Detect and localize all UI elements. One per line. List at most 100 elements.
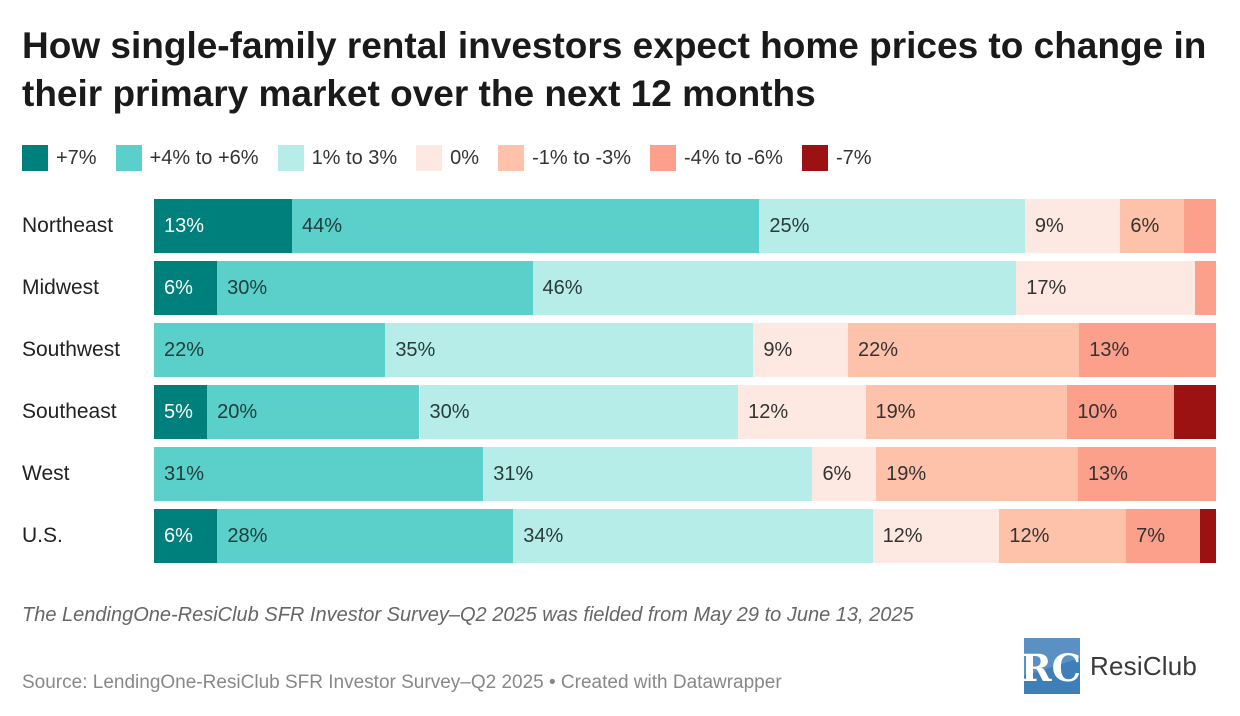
bar-segment-midwest-4-to-6 xyxy=(1194,261,1216,315)
bar-segment-southwest-1-to-3: 22% xyxy=(847,323,1080,377)
data-label: 5% xyxy=(164,401,193,423)
legend-item-1-to-3: -1% to -3% xyxy=(498,145,631,171)
bar-segment-southwest-1-to-3: 35% xyxy=(385,323,754,377)
resiclub-logo-mark-icon: RC xyxy=(1024,638,1080,694)
legend-label: 1% to 3% xyxy=(311,146,398,169)
data-label: 20% xyxy=(217,401,258,423)
chart-title: How single-family rental investors expec… xyxy=(22,25,1207,114)
bar-segment-southeast-4-to-6: 10% xyxy=(1067,385,1174,439)
bar-segment-west-1-to-3: 19% xyxy=(876,447,1078,501)
bar-segment-southeast-7: 5% xyxy=(154,385,208,439)
data-label: 6% xyxy=(164,277,193,299)
data-label: 25% xyxy=(769,215,810,237)
data-label: 10% xyxy=(1077,401,1118,423)
data-label: 31% xyxy=(164,463,205,485)
bar-row-west: 31% 31% 6% 19% 13% xyxy=(154,447,1216,501)
survey-note: The LendingOne-ResiClub SFR Investor Sur… xyxy=(22,604,914,626)
bar-segment-west-0: 6% xyxy=(812,447,877,501)
bar-row-midwest: 6% 30% 46% 17% xyxy=(154,261,1216,315)
bar-segment-west-1-to-3: 31% xyxy=(483,447,813,501)
logo-mark-text: RC xyxy=(1024,646,1080,690)
legend-item-7: -7% xyxy=(801,145,872,171)
bar-segment-southeast-4-to-6: 20% xyxy=(207,385,420,439)
data-label: 13% xyxy=(1089,339,1130,361)
bar-segment-southwest-0: 9% xyxy=(753,323,848,377)
bar-segment-u-s-0: 12% xyxy=(872,509,1000,563)
data-label: 44% xyxy=(302,215,343,237)
legend-label: +7% xyxy=(56,146,97,169)
bar-segment-northeast-4-to-6 xyxy=(1184,199,1216,253)
data-label: 12% xyxy=(882,525,923,547)
legend-label: +4% to +6% xyxy=(149,146,259,169)
bar-segment-west-4-to-6: 31% xyxy=(154,447,484,501)
legend-swatch xyxy=(801,145,828,171)
bar-segment-northeast-1-to-3: 25% xyxy=(759,199,1025,253)
legend-item-1-to-3: 1% to 3% xyxy=(277,145,398,171)
legend-item-0: 0% xyxy=(416,145,479,171)
stacked-bar-chart: Northeast 13% 44% 25% 9% 6% Midwest 6% 30% 46% 17%… xyxy=(0,190,1240,580)
bar-row-u-s: 6% 28% 34% 12% 12% 7% xyxy=(154,509,1216,563)
data-label: 22% xyxy=(164,339,205,361)
data-label: 9% xyxy=(1034,215,1064,237)
resiclub-logo[interactable]: RC ResiClub xyxy=(1024,638,1197,694)
legend-label: 0% xyxy=(450,146,480,169)
logo-brand-text: ResiClub xyxy=(1090,650,1198,681)
row-label-midwest: Midwest xyxy=(22,276,100,299)
data-label: 22% xyxy=(857,339,898,361)
legend-item-7: +7% xyxy=(22,145,97,171)
legend-swatch xyxy=(22,145,48,171)
bar-segment-midwest-0: 17% xyxy=(1016,261,1195,315)
legend-swatch xyxy=(277,145,304,171)
bar-row-northeast: 13% 44% 25% 9% 6% xyxy=(154,199,1216,253)
data-label: 13% xyxy=(164,215,205,237)
bar-segment-midwest-7: 6% xyxy=(154,261,218,315)
row-label-northeast: Northeast xyxy=(22,214,114,237)
legend-swatch xyxy=(498,145,525,171)
bar-segment-u-s-4-to-6: 28% xyxy=(217,509,514,563)
data-label: 9% xyxy=(763,339,793,361)
bar-segment-northeast-4-to-6: 44% xyxy=(292,199,760,253)
data-label: 6% xyxy=(822,463,852,485)
data-label: 19% xyxy=(886,463,927,485)
data-label: 13% xyxy=(1087,463,1128,485)
legend-swatch xyxy=(650,145,677,171)
legend-item-4-to-6: -4% to -6% xyxy=(650,145,783,171)
legend-label: -7% xyxy=(835,146,872,169)
data-label: 6% xyxy=(1130,215,1160,237)
data-label: 46% xyxy=(542,277,583,299)
data-label: 12% xyxy=(1009,525,1050,547)
legend-label: -1% to -3% xyxy=(532,146,632,169)
row-label-southwest: Southwest xyxy=(22,338,121,361)
data-label: 19% xyxy=(875,401,916,423)
legend: +7% +4% to +6% 1% to 3% 0% -1% to -3% -4% to … xyxy=(22,145,891,171)
data-label: 35% xyxy=(395,339,436,361)
data-label: 12% xyxy=(748,401,789,423)
bar-segment-southwest-4-to-6: 13% xyxy=(1079,323,1216,377)
bar-segment-northeast-7: 13% xyxy=(154,199,293,253)
bar-segment-southwest-4-to-6: 22% xyxy=(154,323,386,377)
bar-segment-southeast-7 xyxy=(1173,385,1216,439)
data-label: 34% xyxy=(523,525,564,547)
legend-item-4-to-6: +4% to +6% xyxy=(115,145,259,171)
data-label: 31% xyxy=(493,463,534,485)
bar-segment-west-4-to-6: 13% xyxy=(1077,447,1216,501)
bar-segment-u-s-7: 6% xyxy=(154,509,218,563)
bar-row-southwest: 22% 35% 9% 22% 13% xyxy=(154,323,1216,377)
bar-segment-u-s-1-to-3: 34% xyxy=(513,509,873,563)
row-label-west: West xyxy=(22,462,70,485)
bar-segment-midwest-1-to-3: 46% xyxy=(532,261,1017,315)
legend-swatch xyxy=(416,145,443,171)
data-label: 6% xyxy=(164,525,193,547)
data-label: 28% xyxy=(227,525,268,547)
bar-segment-u-s-4-to-6: 7% xyxy=(1126,509,1201,563)
bar-segment-southeast-1-to-3: 19% xyxy=(865,385,1068,439)
data-label: 30% xyxy=(227,277,268,299)
bar-segment-northeast-1-to-3: 6% xyxy=(1120,199,1185,253)
source-credit: Source: LendingOne-ResiClub SFR Investor… xyxy=(22,672,782,693)
legend-label: -4% to -6% xyxy=(684,146,783,169)
bar-segment-southeast-1-to-3: 30% xyxy=(419,385,739,439)
bar-row-southeast: 5% 20% 30% 12% 19% 10% xyxy=(154,385,1216,439)
bar-segment-u-s-7 xyxy=(1200,509,1216,563)
bar-segment-southeast-0: 12% xyxy=(738,385,866,439)
bar-segment-u-s-1-to-3: 12% xyxy=(999,509,1127,563)
